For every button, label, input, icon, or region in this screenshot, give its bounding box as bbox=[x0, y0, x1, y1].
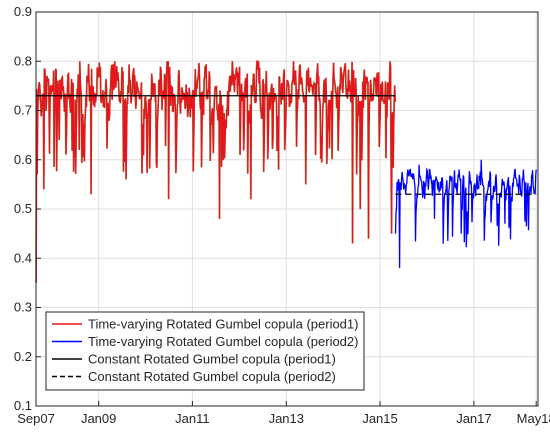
y-tick-label: 0.6 bbox=[14, 152, 32, 167]
y-tick-label: 0.9 bbox=[14, 4, 32, 19]
y-tick-label: 0.3 bbox=[14, 300, 32, 315]
y-tick-label: 0.4 bbox=[14, 250, 32, 265]
x-tick-label: May18 bbox=[517, 411, 550, 426]
legend: Time-varying Rotated Gumbel copula (peri… bbox=[45, 311, 365, 391]
x-tick-label: Jan13 bbox=[269, 411, 304, 426]
x-tick-label: Jan15 bbox=[362, 411, 397, 426]
legend-label: Time-varying Rotated Gumbel copula (peri… bbox=[88, 334, 358, 349]
x-tick-label: Sep07 bbox=[17, 411, 55, 426]
y-tick-label: 0.8 bbox=[14, 53, 32, 68]
legend-label: Constant Rotated Gumbel copula (period2) bbox=[88, 369, 336, 384]
y-tick-label: 0.1 bbox=[14, 398, 32, 413]
x-tick-label: Jan11 bbox=[175, 411, 209, 426]
y-tick-label: 0.5 bbox=[14, 201, 32, 216]
y-tick-label: 0.7 bbox=[14, 103, 32, 118]
series-lines bbox=[35, 60, 537, 283]
x-tick-label: Jan09 bbox=[81, 411, 116, 426]
series-period1-line bbox=[35, 60, 396, 283]
x-tick-label: Jan17 bbox=[456, 411, 491, 426]
y-tick-label: 0.2 bbox=[14, 349, 32, 364]
plot-frame bbox=[35, 11, 539, 407]
series-period2-line bbox=[394, 159, 537, 269]
legend-label: Time-varying Rotated Gumbel copula (peri… bbox=[88, 317, 358, 332]
axes: 0.1 0.2 0.3 0.4 0.5 0.6 0.7 0.8 0.9 Sep07 Jan09 Jan… bbox=[14, 4, 550, 426]
legend-label: Constant Rotated Gumbel copula (period1) bbox=[88, 352, 336, 367]
legend-box bbox=[45, 311, 365, 391]
